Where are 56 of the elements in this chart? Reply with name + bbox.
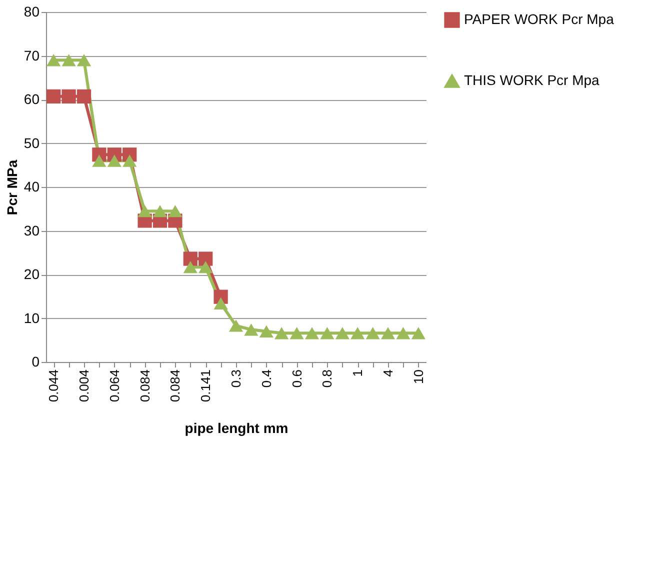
x-tick-label: 0.004 [76,370,92,402]
point [92,154,106,167]
point [396,327,410,340]
x-tick-label: 0.141 [198,370,214,402]
point [76,54,92,66]
y-tick-label: 40 [24,178,40,194]
x-tick-label: 0.4 [258,370,274,388]
point [62,89,76,104]
y-tick-label: 30 [24,222,40,238]
point [335,327,350,340]
point [274,327,289,340]
y-tick-label: 70 [24,47,40,64]
point [304,327,320,340]
x-tick-label: 10 [410,370,426,384]
point [168,204,182,218]
point [290,327,304,340]
point [380,327,396,340]
point [350,327,365,340]
point [62,54,76,66]
point [183,260,198,274]
x-tick-label: 0.6 [289,370,304,388]
legend-label: THIS WORK Pcr Mpa [464,72,600,88]
x-axis-title: pipe lenght mm [184,420,288,436]
y-axis-title: Pcr MPa [4,160,20,216]
point [107,154,122,167]
point [183,252,198,266]
point [198,252,213,266]
point [198,260,213,274]
point [320,327,334,340]
point [138,204,152,218]
point [76,89,92,104]
y-tick-label: 60 [24,91,40,107]
point [228,320,244,332]
x-tick-label: 0.064 [106,370,122,402]
y-tick-label: 10 [24,310,40,326]
y-tick-label: 0 [32,354,40,370]
point [214,297,228,310]
point [46,54,61,66]
y-tick-label: 80 [24,4,40,20]
point [366,327,380,340]
legend-label: PAPER WORK Pcr Mpa [464,11,614,27]
point [152,204,168,218]
y-tick-label: 20 [24,266,40,282]
x-tick-label: 0.3 [228,370,244,388]
y-tick-label: 50 [24,134,40,151]
point [122,154,137,167]
point [46,89,61,104]
x-tick-label: 1 [350,370,366,377]
point [259,325,274,338]
x-tick-label: 0.044 [46,370,62,402]
point [411,327,426,340]
x-tick-label: 4 [380,370,396,377]
point [244,324,258,336]
x-tick-label: 0.8 [320,370,335,388]
x-tick-label: 0.084 [137,370,152,402]
x-tick-label: 0.084 [168,370,183,402]
